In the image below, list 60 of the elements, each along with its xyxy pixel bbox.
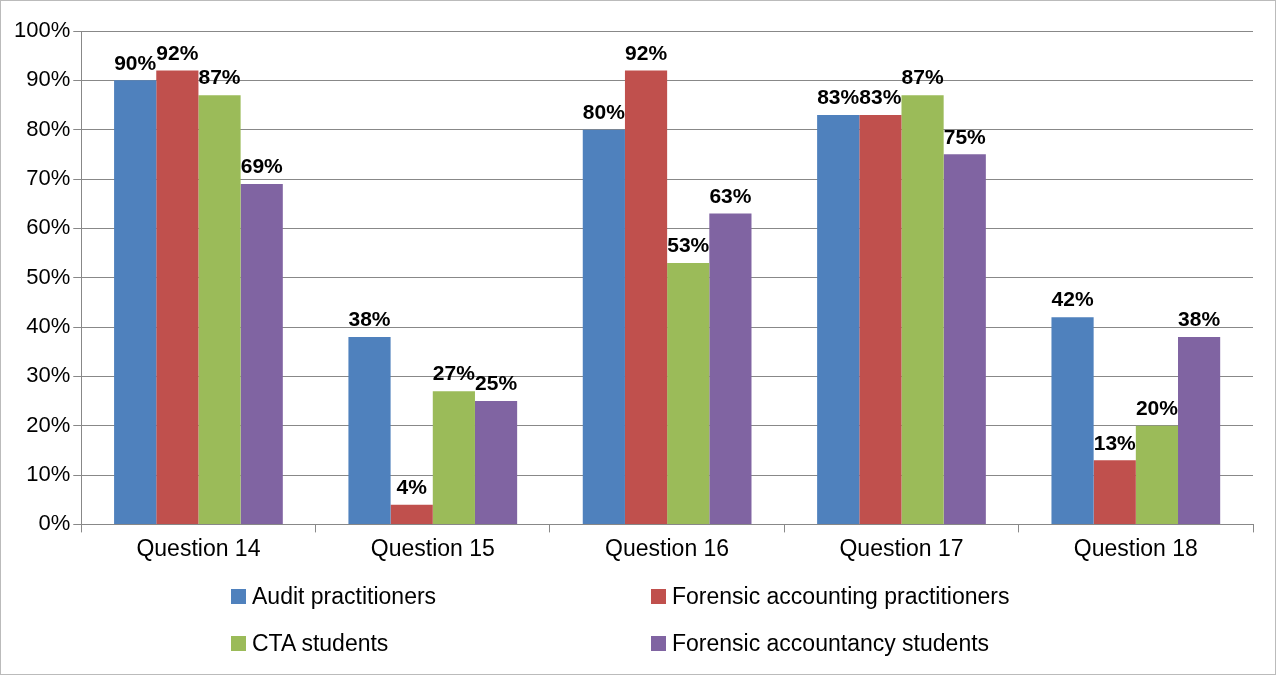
legend-label: Audit practitioners <box>252 583 437 610</box>
bar <box>709 213 752 524</box>
y-tick-label: 100% <box>13 17 71 43</box>
data-label: 63% <box>709 183 752 207</box>
y-tick-label: 80% <box>26 115 71 141</box>
y-tick-label: 60% <box>26 214 71 240</box>
x-tick-label: Question 17 <box>839 534 964 561</box>
bar <box>582 129 625 524</box>
data-label: 80% <box>582 99 626 123</box>
legend-label: Forensic accountancy students <box>672 630 990 657</box>
data-label: 92% <box>156 40 199 64</box>
data-label: 27% <box>432 361 476 385</box>
x-tick-label: Question 18 <box>1073 534 1198 561</box>
data-label: 90% <box>114 50 157 74</box>
data-label: 53% <box>667 233 710 257</box>
y-tick-label: 70% <box>26 165 71 191</box>
bar <box>817 114 860 524</box>
data-label: 13% <box>1093 430 1137 454</box>
bar <box>624 70 668 524</box>
data-label: 42% <box>1051 287 1094 311</box>
y-tick-label: 10% <box>26 461 71 487</box>
bar <box>348 336 391 524</box>
data-label: 4% <box>396 474 428 498</box>
data-label: 69% <box>240 154 284 178</box>
data-label: 38% <box>1178 307 1221 331</box>
y-tick-label: 30% <box>26 362 71 388</box>
x-tick-label: Question 16 <box>605 534 730 561</box>
data-label: 38% <box>348 307 391 331</box>
x-tick-label: Question 14 <box>136 534 261 561</box>
y-tick-label: 40% <box>26 313 71 339</box>
data-label: 92% <box>625 40 668 64</box>
bar <box>432 391 475 524</box>
legend-label: Forensic accounting practitioners <box>672 583 1010 610</box>
data-label: 87% <box>198 65 241 89</box>
legend-label: CTA students <box>252 630 389 657</box>
bar <box>198 95 241 524</box>
data-label: 75% <box>943 124 987 148</box>
bar <box>156 70 199 524</box>
x-tick-label: Question 15 <box>370 534 495 561</box>
data-label: 87% <box>901 65 944 89</box>
bar <box>1135 425 1179 524</box>
bar <box>390 504 433 524</box>
data-label: 83% <box>817 85 860 109</box>
bar <box>667 262 710 524</box>
bar <box>474 401 518 524</box>
bar <box>1051 317 1094 524</box>
data-label: 20% <box>1135 396 1179 420</box>
data-label: 83% <box>859 85 902 109</box>
bar <box>1178 336 1221 524</box>
bar <box>1093 460 1136 524</box>
y-tick-label: 50% <box>26 263 71 289</box>
bar <box>901 95 944 524</box>
y-tick-label: 90% <box>26 66 71 92</box>
bar <box>114 80 157 524</box>
y-tick-label: 20% <box>26 411 71 437</box>
bar <box>240 183 283 524</box>
data-label: 25% <box>475 371 518 395</box>
bar <box>943 154 986 524</box>
y-tick-label: 0% <box>38 510 71 536</box>
bar <box>859 114 902 524</box>
